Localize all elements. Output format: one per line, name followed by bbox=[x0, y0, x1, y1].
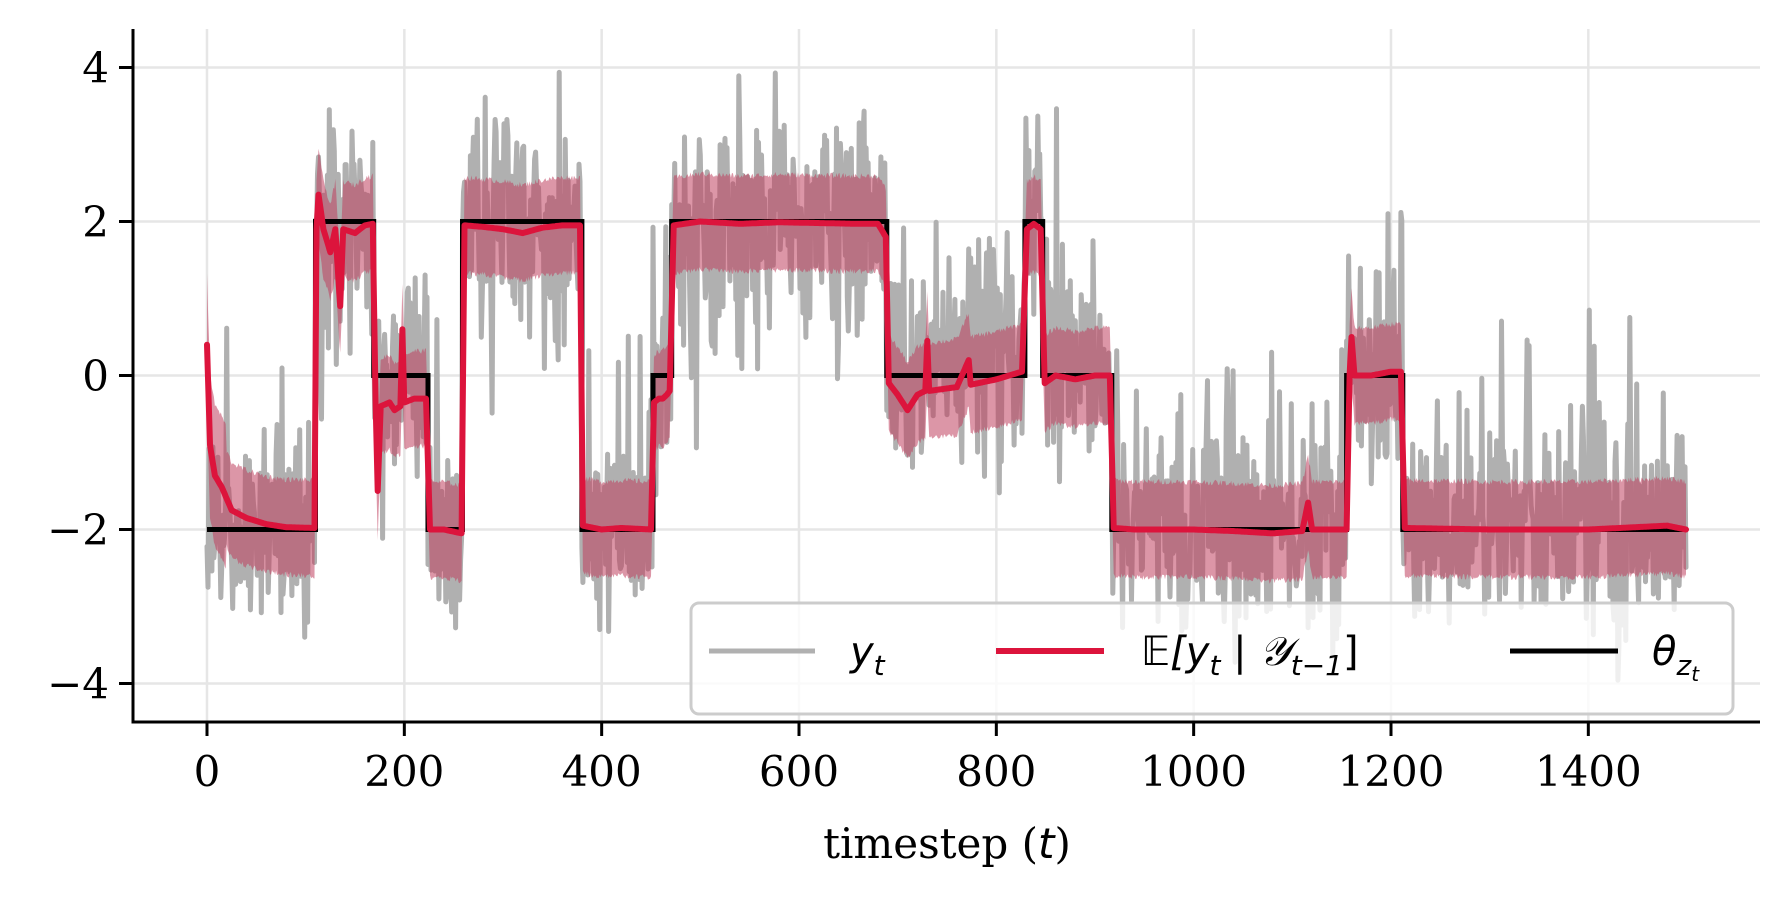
x-tick-label: 400 bbox=[562, 747, 642, 796]
x-tick-label: 200 bbox=[364, 747, 444, 796]
x-ticks: 0 200 400 600 800 1000 1200 1400 bbox=[194, 722, 1642, 796]
legend-label-observations: yt bbox=[849, 629, 886, 682]
x-axis-label: timestep (t) bbox=[823, 819, 1071, 868]
x-tick-label: 1000 bbox=[1140, 747, 1247, 796]
y-tick-label: 2 bbox=[82, 198, 109, 247]
prediction-series-expected-y bbox=[204, 191, 1689, 537]
x-tick-label: 600 bbox=[759, 747, 839, 796]
legend: yt 𝔼[yt | 𝒴t−1] θzt bbox=[689, 601, 1735, 716]
legend-box bbox=[689, 601, 1735, 716]
x-tick-label: 0 bbox=[194, 747, 221, 796]
y-tick-label: −4 bbox=[47, 660, 109, 709]
y-ticks: 4 2 0 −2 −4 bbox=[47, 44, 133, 709]
y-tick-label: 0 bbox=[82, 352, 109, 401]
plot-area bbox=[204, 69, 1689, 683]
y-tick-label: −2 bbox=[47, 506, 109, 555]
x-tick-label: 1200 bbox=[1338, 747, 1445, 796]
legend-label-regime-mean: θzt bbox=[1652, 629, 1700, 686]
x-tick-label: 800 bbox=[956, 747, 1036, 796]
y-tick-label: 4 bbox=[82, 44, 109, 93]
x-tick-label: 1400 bbox=[1535, 747, 1642, 796]
prediction-uncertainty-band bbox=[207, 148, 1686, 584]
legend-label-prediction: 𝔼[yt | 𝒴t−1] bbox=[1141, 629, 1359, 682]
